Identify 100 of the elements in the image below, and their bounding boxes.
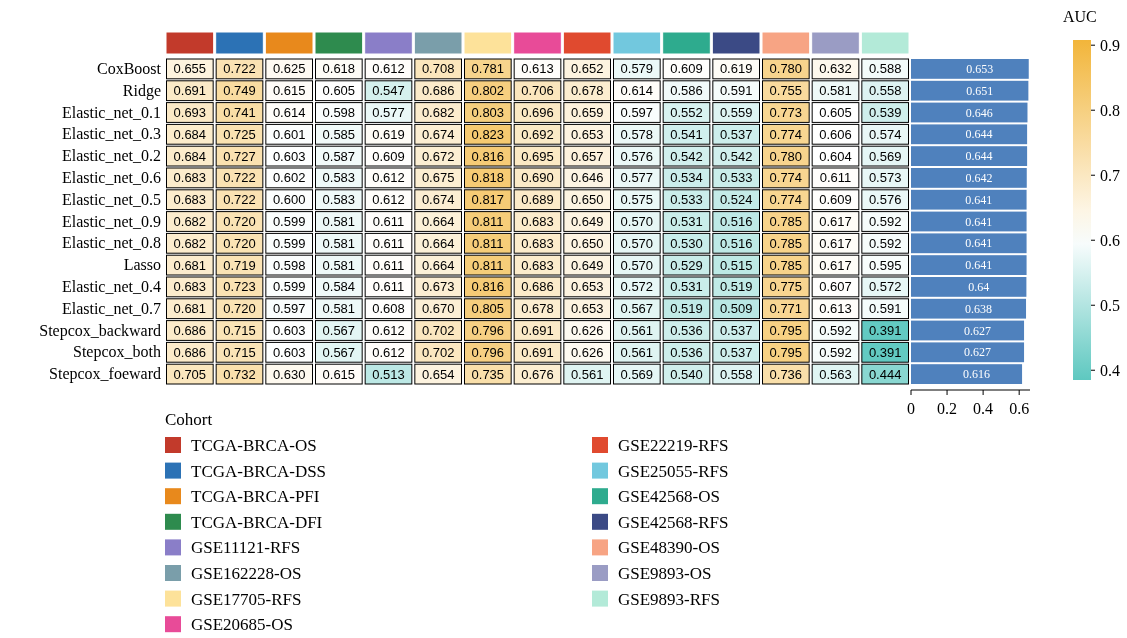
data-label: 0.653	[570, 279, 604, 295]
data-label: 0.607	[819, 279, 852, 295]
data-label: 0.722	[223, 170, 256, 186]
data-label: 0.614	[272, 105, 306, 120]
data-label: 0.569	[620, 366, 654, 382]
data-label: 0.561	[620, 344, 654, 360]
data-label: 0.657	[570, 148, 604, 164]
data-label: 0.755	[769, 83, 803, 99]
x-tick-label: 0	[907, 400, 915, 417]
data-label: 0.531	[670, 214, 703, 229]
y-tick-label: Elastic_net_0.4	[61, 277, 161, 295]
data-label: 0.775	[769, 279, 803, 295]
legend-label: TCGA-BRCA-DSS	[191, 461, 327, 481]
data-label: 0.649	[570, 214, 604, 229]
data-label: 0.774	[769, 192, 803, 208]
data-label: 0.773	[769, 105, 803, 120]
data-label: 0.598	[322, 105, 356, 120]
data-label: 0.650	[570, 235, 604, 251]
data-label: 0.732	[223, 366, 256, 382]
data-label: 0.588	[868, 61, 902, 77]
data-label: 0.612	[372, 192, 405, 208]
data-label: 0.805	[471, 301, 505, 317]
data-label: 0.570	[620, 235, 654, 251]
data-label: 0.541	[670, 126, 703, 142]
y-tick-label: Ridge	[122, 81, 161, 100]
data-label: 0.683	[173, 279, 207, 295]
data-label: 0.391	[868, 344, 902, 360]
data-label: 0.515	[719, 257, 753, 273]
data-label: 0.603	[272, 323, 306, 338]
data-label: 0.575	[620, 192, 654, 208]
data-label: 0.609	[372, 148, 405, 164]
data-label: 0.641	[965, 236, 993, 251]
data-label: 0.691	[521, 323, 554, 338]
data-label: 0.785	[769, 257, 803, 273]
data-label: 0.559	[719, 105, 753, 120]
data-label: 0.722	[223, 192, 256, 208]
y-tick-label: Stepcox_foeward	[49, 365, 161, 384]
data-label: 0.632	[819, 61, 852, 77]
legend-label: TCGA-BRCA-PFI	[191, 487, 320, 507]
data-label: 0.686	[421, 83, 455, 99]
data-label: 0.641	[965, 214, 993, 229]
data-label: 0.540	[670, 366, 703, 382]
data-label: 0.534	[670, 170, 703, 186]
color-bar-label: 0.9	[1100, 37, 1120, 55]
data-label: 0.774	[769, 126, 803, 142]
data-label: 0.585	[322, 126, 356, 142]
data-label: 0.781	[471, 61, 505, 77]
data-label: 0.561	[620, 323, 654, 338]
data-label: 0.725	[223, 126, 256, 142]
data-label: 0.597	[620, 105, 654, 120]
data-label: 0.692	[521, 126, 554, 142]
data-label: 0.391	[868, 323, 902, 338]
data-label: 0.702	[421, 344, 455, 360]
data-label: 0.600	[272, 192, 306, 208]
data-label: 0.531	[670, 279, 703, 295]
data-label: 0.651	[966, 83, 994, 98]
data-label: 0.617	[819, 214, 852, 229]
data-label: 0.611	[372, 257, 405, 273]
data-label: 0.691	[521, 344, 554, 360]
data-label: 0.626	[570, 323, 604, 338]
data-label: 0.611	[819, 170, 852, 186]
data-label: 0.674	[421, 192, 455, 208]
data-label: 0.690	[521, 170, 554, 186]
data-label: 0.664	[421, 235, 455, 251]
data-label: 0.561	[570, 366, 604, 382]
color-bar-label: 0.4	[1100, 362, 1120, 380]
data-label: 0.537	[719, 344, 753, 360]
data-label: 0.638	[965, 301, 993, 316]
data-label: 0.683	[521, 235, 554, 251]
legend-label: GSE25055-RFS	[618, 461, 729, 481]
data-label: 0.552	[670, 105, 703, 120]
data-label: 0.570	[620, 214, 654, 229]
data-label: 0.664	[421, 214, 455, 229]
data-label: 0.579	[620, 61, 654, 77]
data-label: 0.785	[769, 214, 803, 229]
data-label: 0.513	[372, 366, 405, 382]
data-label: 0.516	[719, 235, 753, 251]
data-label: 0.672	[421, 148, 455, 164]
data-label: 0.674	[421, 126, 455, 142]
data-label: 0.646	[965, 105, 993, 120]
data-label: 0.676	[521, 366, 554, 382]
data-label: 0.823	[471, 126, 505, 142]
y-tick-label: Elastic_net_0.1	[61, 103, 161, 121]
legend-label: GSE17705-RFS	[191, 589, 302, 609]
data-label: 0.576	[620, 148, 654, 164]
data-label: 0.785	[769, 235, 803, 251]
data-label: 0.816	[471, 279, 505, 295]
data-label: 0.612	[372, 344, 405, 360]
data-label: 0.606	[819, 126, 852, 142]
data-label: 0.536	[670, 344, 703, 360]
color-bar-label: 0.7	[1100, 167, 1120, 185]
data-label: 0.605	[322, 83, 356, 99]
data-label: 0.567	[322, 344, 356, 360]
data-label: 0.569	[868, 148, 902, 164]
x-tick-label: 0.4	[973, 400, 994, 417]
data-label: 0.581	[322, 257, 356, 273]
data-label: 0.611	[372, 214, 405, 229]
data-label: 0.444	[868, 366, 902, 382]
data-label: 0.595	[868, 257, 902, 273]
data-label: 0.735	[471, 366, 505, 382]
